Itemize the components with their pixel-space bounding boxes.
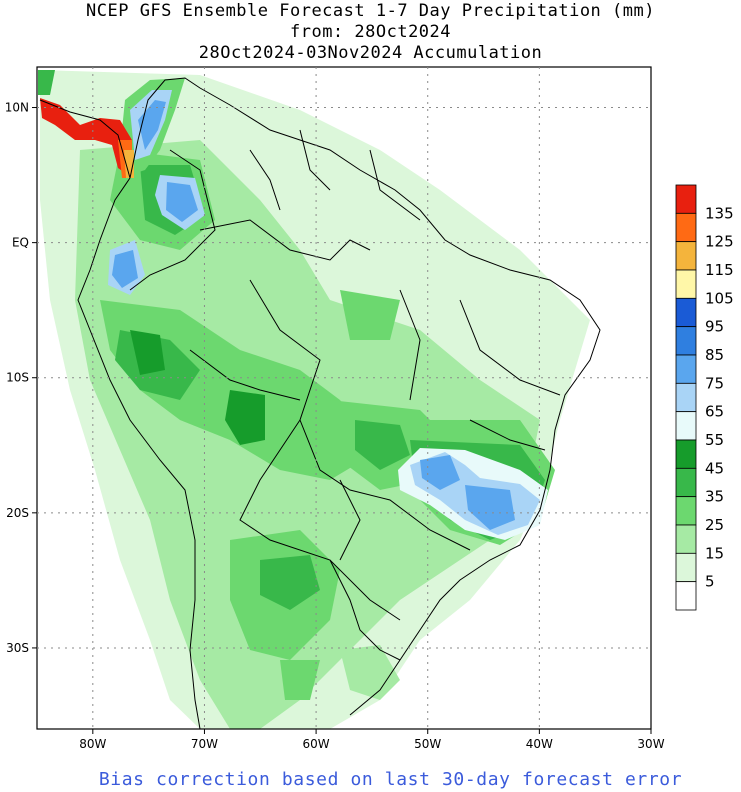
- bias-correction-note: Bias correction based on last 30-day for…: [98, 769, 683, 790]
- legend-swatch: [675, 524, 697, 554]
- legend-label: 65: [705, 403, 724, 421]
- legend-label: 15: [705, 544, 724, 562]
- legend-swatch: [675, 354, 697, 384]
- lat-tick-label: 10S: [6, 371, 29, 385]
- map-title: NCEP GFS Ensemble Forecast 1-7 Day Preci…: [86, 1, 655, 21]
- lat-tick-label: 10N: [5, 101, 29, 115]
- legend-label: 95: [705, 318, 724, 336]
- lon-tick-label: 40W: [526, 737, 553, 751]
- legend-swatch: [675, 269, 697, 299]
- legend-swatch: [675, 552, 697, 583]
- legend-swatch: [675, 439, 697, 469]
- legend-label: 55: [705, 431, 724, 449]
- legend-swatch: [675, 184, 697, 214]
- country-borders: [39, 77, 601, 730]
- lon-tick-label: 70W: [191, 737, 218, 751]
- legend-swatch: [675, 581, 697, 611]
- legend-label: 135: [705, 204, 734, 222]
- lon-tick-label: 50W: [414, 737, 441, 751]
- lat-tick-label: 30S: [6, 641, 29, 655]
- legend-label: 35: [705, 488, 724, 506]
- legend-label: 45: [705, 459, 724, 477]
- legend-label: 105: [705, 289, 734, 307]
- legend-swatch: [675, 467, 697, 498]
- lat-tick-label: 20S: [6, 506, 29, 520]
- legend-label: 85: [705, 346, 724, 364]
- legend-swatch: [675, 326, 697, 356]
- legend-swatch: [675, 297, 697, 328]
- legend-swatch: [675, 411, 697, 441]
- lon-tick-label: 30W: [637, 737, 664, 751]
- legend-swatch: [675, 496, 697, 526]
- legend-label: 25: [705, 516, 724, 534]
- legend-swatch: [675, 212, 697, 243]
- legend-swatch: [675, 241, 697, 271]
- color-legend: 135 125 115 105 95 85 75 65 55 45 35 25 15 5: [675, 184, 734, 611]
- accumulation-period: 28Oct2024-03Nov2024 Accumulation: [198, 43, 543, 63]
- precipitation-field: [37, 67, 651, 729]
- plot-frame: [36, 66, 652, 730]
- lat-lon-grid: [37, 67, 651, 729]
- axis-tick-labels: 80W 70W 60W 50W 40W 30W 10N EQ 10S 20S 30S: [5, 101, 665, 751]
- legend-label: 115: [705, 261, 734, 279]
- lon-tick-label: 60W: [303, 737, 330, 751]
- legend-label: 125: [705, 233, 734, 251]
- lat-tick-label: EQ: [12, 236, 29, 250]
- forecast-start-date: from: 28Oct2024: [289, 22, 452, 42]
- legend-label: 5: [705, 573, 715, 591]
- legend-label: 75: [705, 374, 724, 392]
- legend-swatch: [675, 382, 697, 413]
- lon-tick-label: 80W: [79, 737, 106, 751]
